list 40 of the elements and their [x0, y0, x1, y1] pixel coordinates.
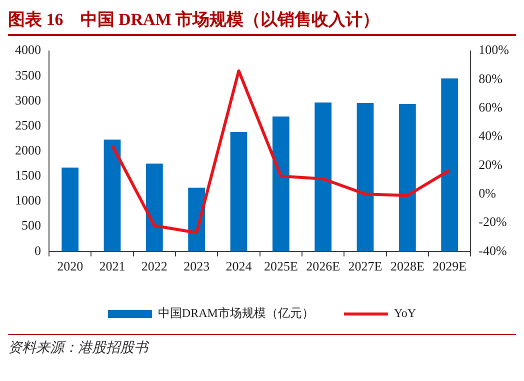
y2-tick-label: 80%	[478, 70, 503, 86]
y2-tick-label: 60%	[478, 100, 503, 115]
y2-tick-label: -20%	[478, 214, 507, 230]
chart-title: 图表 16 中国 DRAM 市场规模（以销售收入计）	[8, 8, 516, 36]
x-tick-label: 2028E	[390, 258, 424, 274]
bar	[314, 102, 332, 252]
x-tick-label: 2024	[226, 258, 252, 274]
y-tick-label: 3000	[15, 92, 41, 108]
y2-tick-label: 0%	[478, 186, 496, 201]
y-tick-label: 4000	[15, 42, 41, 58]
y-tick-label: 2000	[15, 142, 41, 158]
legend-label: 中国DRAM市场规模（亿元）	[158, 306, 314, 320]
x-tick-label: 2027E	[348, 258, 382, 274]
y2-tick-label: -40%	[478, 242, 507, 258]
y-tick-label: 1500	[15, 168, 41, 183]
y-tick-label: 0	[34, 242, 41, 258]
x-tick-label: 2023	[184, 258, 210, 274]
x-tick-label: 2020	[57, 258, 84, 274]
bar	[230, 132, 248, 252]
y2-tick-label: 40%	[478, 128, 503, 144]
y2-tick-label: 100%	[478, 42, 510, 58]
y-tick-label: 1000	[15, 192, 41, 208]
legend-label: YoY	[394, 306, 416, 320]
bar	[441, 78, 458, 252]
bar	[398, 104, 416, 252]
x-tick-label: 2025E	[264, 258, 298, 274]
bar	[62, 168, 79, 252]
x-tick-label: 2026E	[306, 258, 340, 274]
x-tick-label: 2022	[141, 258, 168, 274]
y-tick-label: 2500	[15, 117, 41, 132]
y2-tick-label: 20%	[478, 156, 503, 172]
y-tick-label: 3500	[15, 67, 41, 82]
bar	[272, 116, 290, 252]
bar	[104, 140, 121, 252]
x-tick-label: 2029E	[432, 258, 467, 274]
bar	[356, 102, 374, 252]
y-tick-label: 500	[22, 218, 41, 233]
x-tick-label: 2021	[99, 258, 126, 274]
text: 资料来源：港股招股书	[8, 334, 516, 357]
bar	[146, 164, 163, 252]
